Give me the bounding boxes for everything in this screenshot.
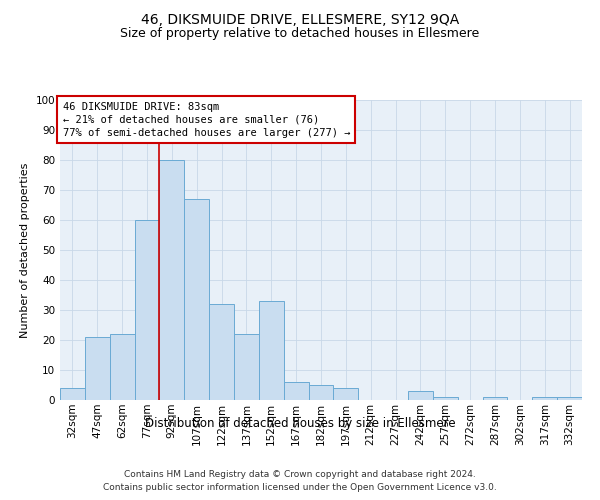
Text: Distribution of detached houses by size in Ellesmere: Distribution of detached houses by size … <box>145 418 455 430</box>
Bar <box>134 220 160 400</box>
Bar <box>433 397 458 400</box>
Text: 46, DIKSMUIDE DRIVE, ELLESMERE, SY12 9QA: 46, DIKSMUIDE DRIVE, ELLESMERE, SY12 9QA <box>141 12 459 26</box>
Bar <box>334 388 358 400</box>
Bar <box>110 334 134 400</box>
Bar <box>532 397 557 400</box>
Bar <box>184 199 209 400</box>
Bar <box>60 388 85 400</box>
Text: Contains public sector information licensed under the Open Government Licence v3: Contains public sector information licen… <box>103 482 497 492</box>
Text: Contains HM Land Registry data © Crown copyright and database right 2024.: Contains HM Land Registry data © Crown c… <box>124 470 476 479</box>
Text: 46 DIKSMUIDE DRIVE: 83sqm
← 21% of detached houses are smaller (76)
77% of semi-: 46 DIKSMUIDE DRIVE: 83sqm ← 21% of detac… <box>62 102 350 138</box>
Bar <box>557 397 582 400</box>
Bar <box>259 301 284 400</box>
Bar <box>482 397 508 400</box>
Bar <box>85 337 110 400</box>
Bar <box>209 304 234 400</box>
Y-axis label: Number of detached properties: Number of detached properties <box>20 162 30 338</box>
Bar <box>408 391 433 400</box>
Bar <box>284 382 308 400</box>
Text: Size of property relative to detached houses in Ellesmere: Size of property relative to detached ho… <box>121 28 479 40</box>
Bar <box>234 334 259 400</box>
Bar <box>160 160 184 400</box>
Bar <box>308 385 334 400</box>
